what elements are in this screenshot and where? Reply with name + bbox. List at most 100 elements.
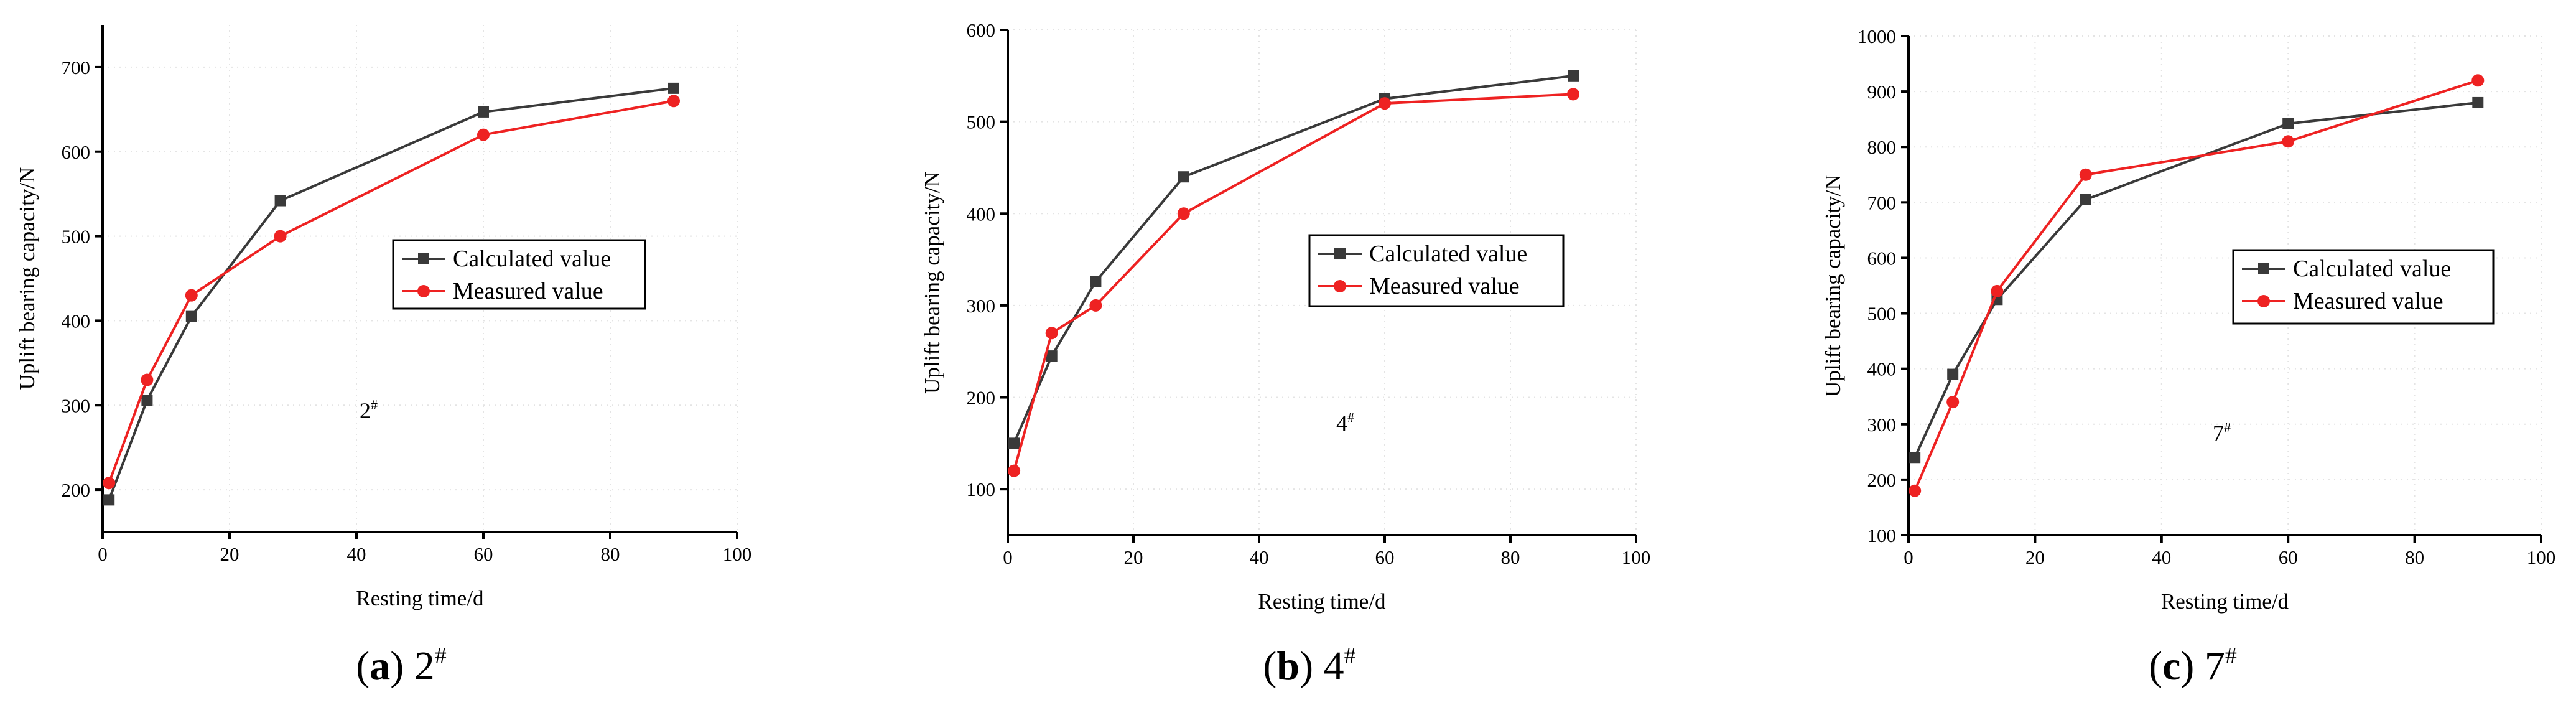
- y-tick-label: 700: [1867, 192, 1897, 213]
- x-tick-label: 60: [2279, 546, 2298, 568]
- data-point: [667, 95, 680, 108]
- legend-marker: [418, 253, 429, 264]
- data-point: [477, 128, 490, 141]
- x-axis-title: Resting time/d: [2161, 589, 2289, 614]
- x-tick-label: 100: [2527, 546, 2556, 568]
- panel-annotation: 4#: [1336, 409, 1354, 436]
- data-point: [1089, 299, 1102, 312]
- legend-label: Measured value: [453, 278, 603, 304]
- caption-letter: a: [370, 643, 390, 689]
- x-tick-label: 40: [1250, 546, 1269, 568]
- y-axis-title: Uplift bearing capacity/N: [15, 167, 39, 390]
- legend-marker: [417, 285, 430, 297]
- data-point: [1178, 171, 1189, 183]
- legend: Calculated value Measured value: [2232, 249, 2495, 325]
- data-point: [1568, 70, 1579, 82]
- caption-close-paren: ): [1300, 643, 1323, 689]
- caption-open-paren: (: [2149, 643, 2162, 689]
- annotation-number: 2: [360, 398, 371, 423]
- data-point: [2471, 74, 2485, 87]
- caption-title: 4: [1324, 643, 1344, 689]
- data-point: [1045, 327, 1058, 340]
- data-point: [185, 310, 197, 322]
- caption-open-paren: (: [356, 643, 370, 689]
- series-line: [1013, 93, 1574, 472]
- x-tick-label: 60: [1375, 546, 1395, 568]
- series-calculated: [1008, 70, 1579, 449]
- y-tick-label: 500: [967, 111, 996, 133]
- data-point: [141, 373, 154, 386]
- data-point: [1909, 484, 1922, 497]
- series-line: [1913, 101, 2478, 459]
- annotation-superscript: #: [371, 397, 378, 413]
- y-tick-label: 100: [1867, 525, 1897, 546]
- legend-label: Calculated value: [2293, 256, 2451, 282]
- legend-marker: [1334, 280, 1346, 292]
- panel-annotation: 2#: [360, 397, 378, 423]
- x-tick-label: 80: [1501, 546, 1520, 568]
- y-tick-label: 200: [967, 387, 996, 409]
- y-tick-label: 200: [62, 479, 91, 501]
- legend-marker: [2257, 295, 2270, 307]
- panel-annotation: 7#: [2213, 419, 2231, 446]
- y-tick-label: 600: [1867, 247, 1897, 269]
- data-point: [668, 82, 679, 94]
- x-tick-label: 40: [347, 543, 366, 565]
- legend-box: [1308, 234, 1565, 307]
- data-point: [2080, 194, 2091, 205]
- series-measured: [1008, 88, 1579, 477]
- x-tick-label: 40: [2152, 546, 2171, 568]
- data-point: [274, 230, 287, 243]
- x-tick-label: 80: [601, 543, 620, 565]
- x-tick-label: 80: [2405, 546, 2424, 568]
- data-point: [1947, 368, 1959, 380]
- caption-close-paren: ): [390, 643, 414, 689]
- data-point: [103, 494, 115, 506]
- series-measured: [103, 95, 680, 490]
- caption-superscript: #: [435, 643, 447, 669]
- data-point: [2282, 118, 2294, 129]
- caption-superscript: #: [2225, 643, 2237, 669]
- series-calculated: [103, 82, 679, 506]
- chart-panel-c: 0 20 40 60 80 100 100 200 300 400 500 600 700 800 900 1…: [1821, 26, 2555, 689]
- y-tick-label: 600: [62, 141, 91, 163]
- data-point: [1008, 464, 1021, 477]
- series-line: [1013, 74, 1574, 444]
- caption-letter: b: [1276, 643, 1300, 689]
- y-tick-label: 100: [967, 479, 996, 500]
- caption-close-paren: ): [2180, 643, 2204, 689]
- y-tick-label: 800: [1867, 136, 1897, 158]
- data-point: [274, 195, 286, 207]
- x-tick-label: 100: [723, 543, 752, 565]
- x-tick-label: 100: [1622, 546, 1651, 568]
- x-tick-label: 20: [2025, 546, 2045, 568]
- caption-title: 2: [414, 643, 435, 689]
- legend: Calculated value Measured value: [392, 239, 646, 310]
- legend-label: Measured value: [1369, 273, 1520, 299]
- data-point: [1567, 88, 1579, 101]
- data-point: [1008, 437, 1020, 449]
- y-tick-label: 300: [1867, 414, 1897, 436]
- y-tick-label: 300: [967, 295, 996, 317]
- y-tick-label: 600: [967, 19, 996, 41]
- legend-label: Calculated value: [1369, 241, 1527, 267]
- x-tick-label: 20: [220, 543, 239, 565]
- x-tick-label: 0: [98, 543, 108, 565]
- x-tick-label: 0: [1904, 546, 1913, 568]
- legend-box: [2232, 249, 2495, 325]
- y-tick-label: 500: [1867, 303, 1897, 325]
- y-tick-label: 300: [62, 395, 91, 416]
- annotation-superscript: #: [1347, 409, 1354, 425]
- caption-superscript: #: [1344, 643, 1356, 669]
- chart-panel-b: 0 20 40 60 80 100 100 200 300 400 500 600 Resting ti…: [920, 19, 1650, 689]
- x-tick-label: 20: [1124, 546, 1143, 568]
- y-tick-label: 400: [967, 203, 996, 225]
- data-point: [1946, 396, 1960, 409]
- series-line: [1913, 79, 2478, 492]
- series-measured: [1909, 74, 2485, 497]
- y-tick-label: 700: [62, 57, 91, 78]
- legend: Calculated value Measured value: [1308, 234, 1565, 307]
- x-axis-title: Resting time/d: [356, 586, 484, 610]
- series-line: [108, 100, 674, 483]
- annotation-superscript: #: [2224, 419, 2231, 435]
